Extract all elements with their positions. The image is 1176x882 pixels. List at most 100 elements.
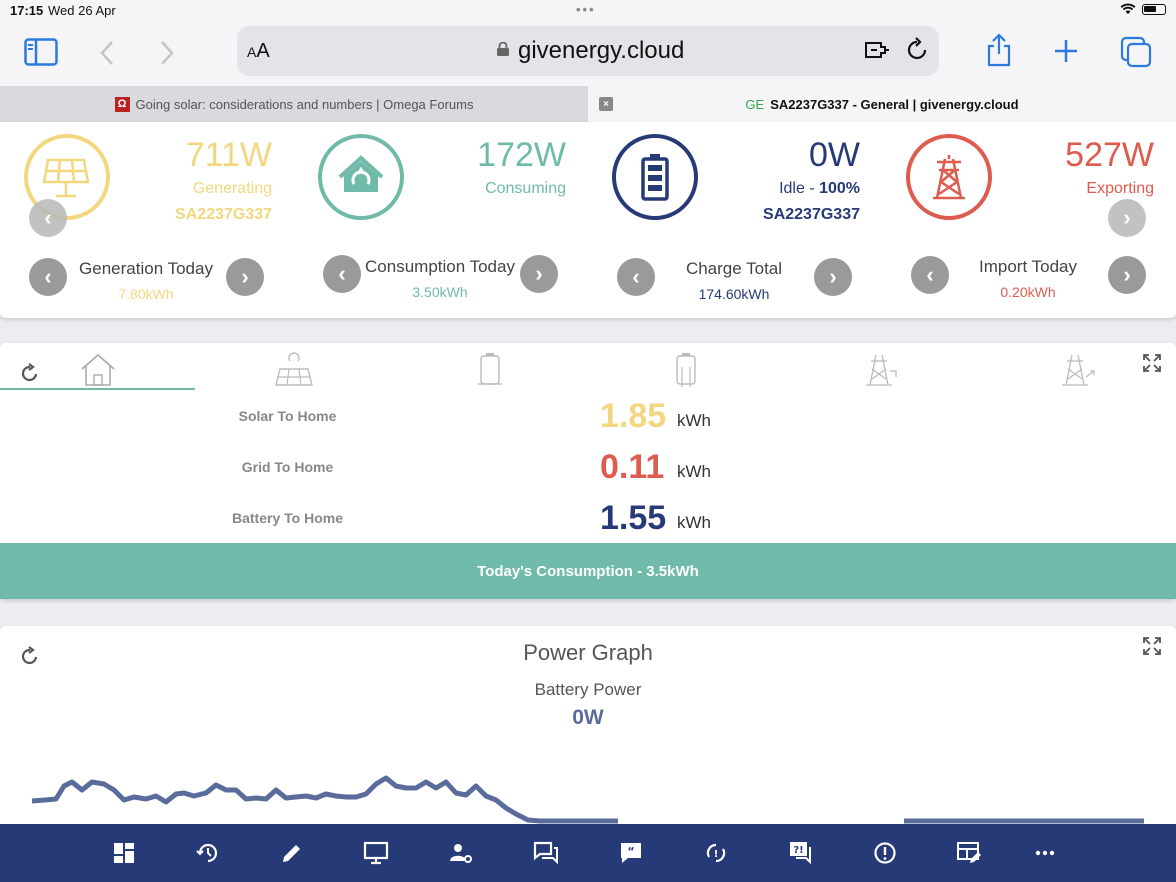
status-date: Wed 26 Apr	[48, 3, 116, 18]
energy-flow-card: Solar To Home 1.85 kWh Grid To Home 0.11…	[0, 343, 1176, 599]
summary-next-button[interactable]: ›	[1108, 199, 1146, 237]
import-prev-button[interactable]: ‹	[911, 256, 949, 294]
battery-to-home-value: 1.55	[600, 499, 667, 537]
summary-prev-button[interactable]: ‹	[29, 199, 67, 237]
grid-to-home-label: Grid To Home	[241, 459, 334, 475]
consumption-next-button[interactable]: ›	[520, 255, 558, 293]
history-icon[interactable]	[195, 840, 221, 866]
power-graph-value: 0W	[572, 706, 604, 729]
battery-to-home-label: Battery To Home	[232, 510, 343, 526]
solar-power-value: 711W	[185, 136, 272, 174]
status-time: 17:15	[10, 3, 44, 18]
consumption-today-value: 3.50kWh	[412, 284, 468, 300]
refresh-icon[interactable]	[20, 646, 40, 666]
multitask-dots[interactable]: •••	[576, 2, 596, 17]
generation-next-button[interactable]: ›	[226, 258, 264, 296]
forward-icon[interactable]	[158, 39, 176, 67]
status-bar: 17:15 Wed 26 Apr •••	[0, 0, 1176, 22]
givenergy-favicon-icon: GE	[745, 96, 765, 112]
consumption-prev-button[interactable]: ‹	[323, 255, 361, 293]
faq-icon[interactable]: ?!	[788, 840, 814, 866]
battery-circle	[612, 134, 698, 220]
tab-grid-export-icon[interactable]	[1058, 351, 1098, 387]
svg-text:?!: ?!	[793, 845, 803, 856]
browser-toolbar: AA givenergy.cloud	[0, 22, 1176, 86]
close-tab-icon[interactable]: ×	[599, 97, 613, 111]
solar-to-home-label: Solar To Home	[238, 408, 337, 424]
expand-icon[interactable]	[1142, 636, 1162, 656]
grid-power-value: 527W	[1065, 136, 1154, 174]
charge-total-value: 174.60kWh	[698, 286, 770, 302]
tab-title: Going solar: considerations and numbers …	[135, 96, 474, 112]
reader-aa-button[interactable]: AA	[247, 40, 270, 62]
home-status: Consuming	[485, 180, 566, 197]
battery-power-line	[31, 775, 1144, 824]
alert-icon[interactable]	[872, 840, 898, 866]
lock-icon	[497, 42, 509, 56]
battery-icon	[641, 154, 669, 201]
new-tab-icon[interactable]	[1053, 38, 1079, 64]
battery-status-icon	[1142, 3, 1166, 15]
tabs-overview-icon[interactable]	[1120, 36, 1152, 68]
quote-icon[interactable]: “	[618, 840, 644, 866]
reload-icon[interactable]	[905, 36, 929, 62]
share-icon[interactable]	[985, 32, 1013, 68]
active-tab-underline	[0, 388, 195, 390]
tab-grid-import-icon[interactable]	[862, 351, 902, 387]
wifi-icon	[1120, 3, 1136, 14]
address-bar[interactable]: AA givenergy.cloud	[237, 26, 939, 76]
dashboard-icon[interactable]	[111, 840, 137, 866]
consumption-footer: Today's Consumption - 3.5kWh	[0, 543, 1176, 599]
svg-text:“: “	[627, 845, 634, 858]
solar-to-home-unit: kWh	[677, 411, 711, 430]
edit-icon[interactable]	[279, 840, 305, 866]
sidebar-toggle-icon[interactable]	[24, 38, 58, 66]
back-icon[interactable]	[98, 39, 116, 67]
url-text: givenergy.cloud	[518, 37, 685, 64]
grid-to-home-unit: kWh	[677, 462, 711, 481]
home-circle	[318, 134, 404, 220]
grid-to-home-value: 0.11	[600, 448, 665, 486]
refresh-icon[interactable]	[20, 363, 40, 383]
charge-next-button[interactable]: ›	[814, 258, 852, 296]
power-graph-subtitle: Battery Power	[534, 680, 642, 699]
tab-battery-icon[interactable]	[470, 351, 510, 387]
battery-power-value: 0W	[809, 136, 860, 174]
generation-today-value: 7.80kWh	[118, 286, 174, 302]
pylon-icon	[933, 155, 965, 200]
battery-status: Idle - 100%	[700, 180, 860, 198]
grid-status: Exporting	[1086, 180, 1154, 197]
battery-power-series	[31, 775, 618, 824]
expand-icon[interactable]	[1142, 353, 1162, 373]
import-today-value: 0.20kWh	[1000, 284, 1056, 300]
sync-icon[interactable]: !	[703, 840, 729, 866]
tab-battery-2-icon[interactable]	[666, 351, 706, 387]
grid-circle	[906, 134, 992, 220]
solar-serial: SA2237G337	[175, 206, 272, 223]
tab-omega-forums[interactable]: Ω Going solar: considerations and number…	[0, 86, 588, 122]
battery-status-text: Idle -	[779, 180, 820, 197]
chat-icon[interactable]	[533, 840, 559, 866]
tab-solar-icon[interactable]	[274, 351, 314, 387]
tab-bar: Ω Going solar: considerations and number…	[0, 86, 1176, 122]
generation-prev-button[interactable]: ‹	[29, 258, 67, 296]
charge-total-label: Charge Total	[685, 259, 783, 278]
tab-givenergy[interactable]: × GE SA2237G337 - General | givenergy.cl…	[588, 86, 1176, 122]
monitor-icon[interactable]	[363, 840, 389, 866]
power-graph-card: Power Graph Battery Power 0W	[0, 626, 1176, 826]
bottom-navigation: “ ! ?!	[0, 824, 1176, 882]
battery-to-home-unit: kWh	[677, 513, 711, 532]
more-icon[interactable]	[1032, 840, 1058, 866]
home-power-value: 172W	[477, 136, 566, 174]
battery-serial: SA2237G337	[763, 206, 860, 223]
extension-icon[interactable]	[863, 38, 891, 62]
charge-prev-button[interactable]: ‹	[617, 258, 655, 296]
generation-today-label: Generation Today	[79, 259, 213, 278]
svg-text:!: !	[714, 849, 719, 860]
import-next-button[interactable]: ›	[1108, 256, 1146, 294]
table-edit-icon[interactable]	[956, 840, 982, 866]
status-right	[1120, 3, 1166, 15]
user-settings-icon[interactable]	[448, 840, 474, 866]
tab-home-icon[interactable]	[78, 351, 118, 387]
import-today-label: Import Today	[979, 257, 1077, 276]
